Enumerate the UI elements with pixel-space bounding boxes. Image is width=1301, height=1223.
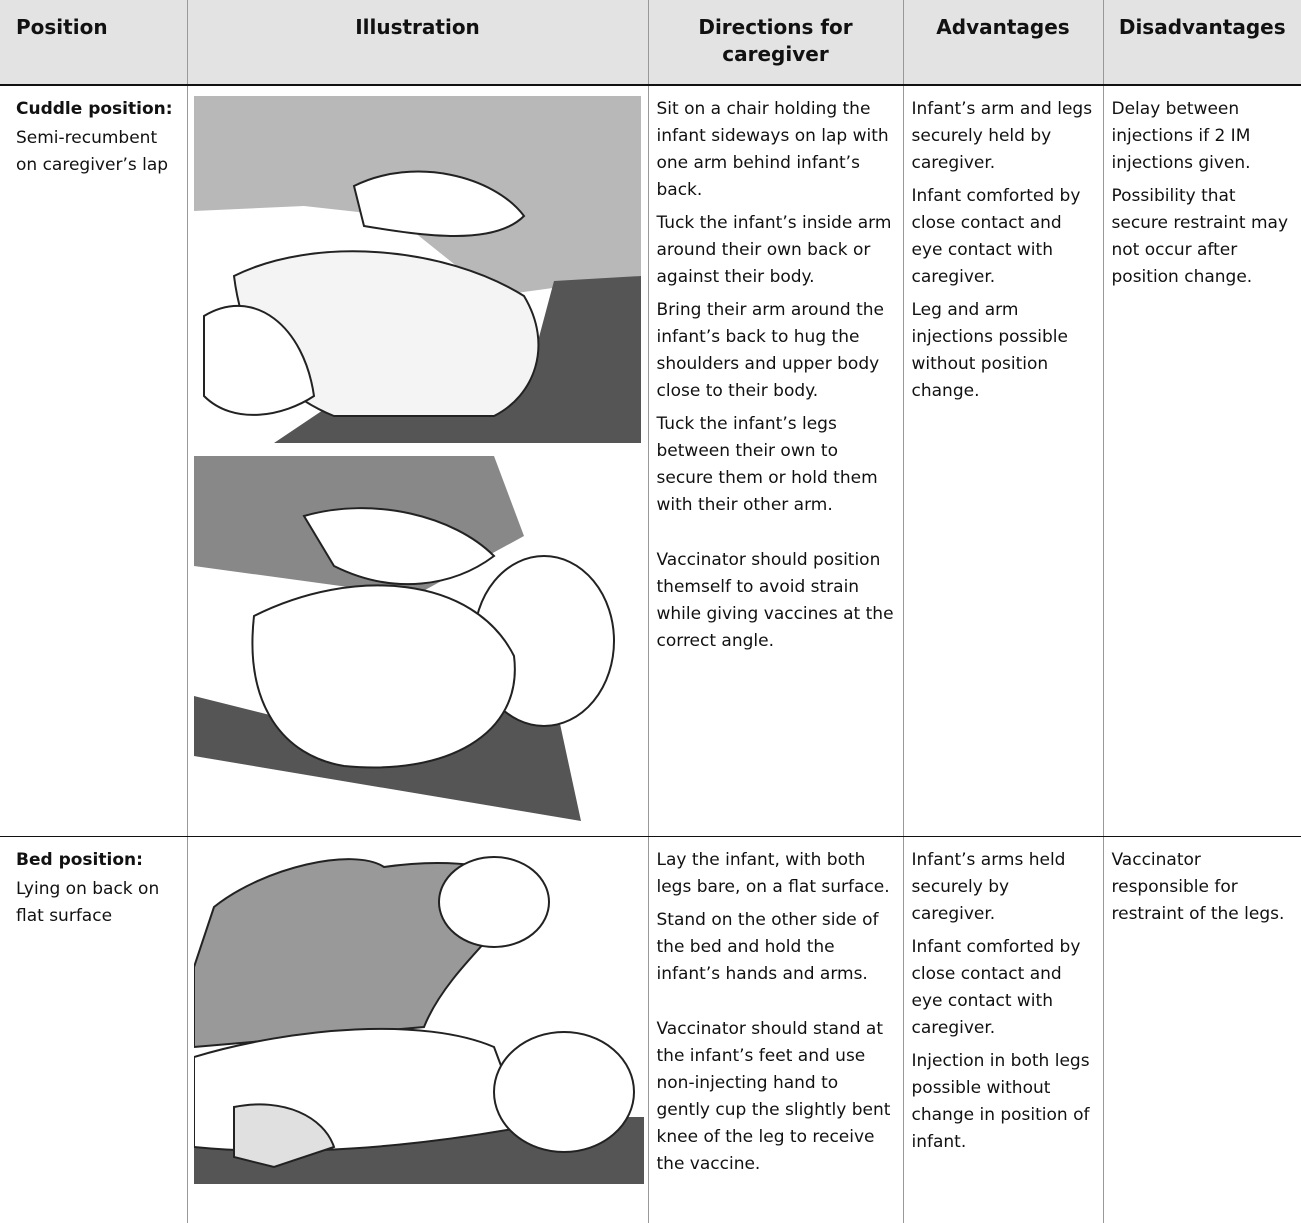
disadvantages-cell: Delay between injections if 2 IM injecti… [1102, 85, 1301, 837]
direction-text: Sit on a chair holding the infant sidewa… [656, 99, 889, 200]
header-row: Position Illustration Directions for careg… [0, 0, 1301, 86]
table-row: Cuddle position: Semi-recumbent on caregi… [0, 85, 1301, 837]
directions-cell: Sit on a chair holding the infant sidewa… [647, 85, 903, 837]
disadvantages-cell: Vaccinator responsible for restraint of … [1102, 836, 1301, 1223]
illustration [193, 856, 644, 1184]
header-cell: Illustration [186, 0, 648, 86]
illustration-cell [186, 836, 648, 1223]
position-cell: Bed position: Lying on back on flat surfa… [0, 836, 187, 1223]
position-cell: Cuddle position: Semi-recumbent on caregi… [0, 85, 187, 837]
direction-text: Stand on the other side of the bed and h… [656, 910, 879, 984]
advantage-text: Injection in both legs possible without … [911, 1051, 1090, 1152]
directions-cell: Lay the infant, with both legs bare, on … [647, 836, 903, 1223]
disadvantage-text: Possibility that secure restraint may no… [1111, 186, 1289, 287]
header-cell: Disadvantages [1102, 0, 1301, 86]
direction-text: Vaccinator should stand at the infant’s … [656, 1019, 891, 1174]
direction-text: Lay the infant, with both legs bare, on … [656, 850, 890, 897]
direction-text: Bring their arm around the infant’s back… [656, 300, 885, 401]
position-title: Bed position: [16, 850, 143, 870]
illustration [193, 96, 641, 821]
header-cell: Advantages [902, 0, 1103, 86]
advantages-cell: Infant’s arms held securely by caregiver… [902, 836, 1103, 1223]
advantage-text: Infant’s arm and legs securely held by c… [911, 99, 1093, 173]
advantage-text: Infant’s arms held securely by caregiver… [911, 850, 1066, 924]
direction-text: Tuck the infant’s legs between their own… [656, 414, 878, 515]
table-row: Bed position: Lying on back on flat surfa… [0, 836, 1301, 1223]
advantage-text: Infant comforted by close contact and ey… [911, 937, 1081, 1038]
advantage-text: Leg and arm injections possible without … [911, 300, 1068, 401]
position-subtitle: Lying on back on flat surface [16, 879, 160, 926]
illustration-cell [186, 85, 648, 837]
position-title: Cuddle position: [16, 99, 173, 119]
advantage-text: Infant comforted by close contact and ey… [911, 186, 1081, 287]
header-cell: Position [0, 0, 187, 86]
advantages-cell: Infant’s arm and legs securely held by c… [902, 85, 1103, 837]
direction-text: Tuck the infant’s inside arm around thei… [656, 213, 892, 287]
direction-text: Vaccinator should position themself to a… [656, 550, 894, 651]
disadvantage-text: Vaccinator responsible for restraint of … [1111, 850, 1285, 924]
disadvantage-text: Delay between injections if 2 IM injecti… [1111, 99, 1251, 173]
header-cell: Directions for caregiver [647, 0, 903, 86]
position-subtitle: Semi-recumbent on caregiver’s lap [16, 128, 169, 175]
